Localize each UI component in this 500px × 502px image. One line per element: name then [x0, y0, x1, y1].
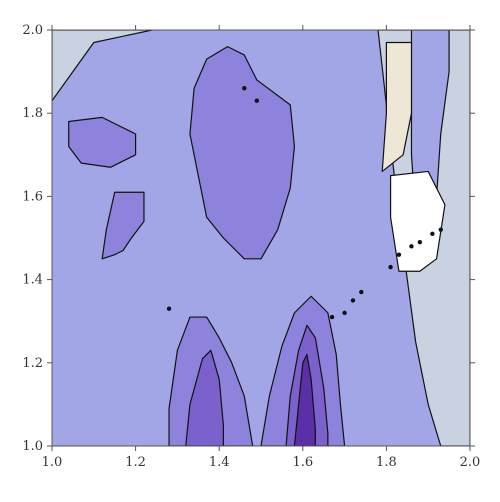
y-tick-label: 1.2: [22, 356, 43, 371]
contour-region-mid-level: [68, 116, 137, 168]
contour-speck: [350, 298, 356, 303]
contour-speck: [329, 314, 335, 320]
contour-region-darkest-level: [293, 353, 316, 446]
x-tick-label: 1.2: [125, 455, 146, 470]
x-tick-label: 1.4: [209, 455, 230, 470]
contour-speck: [342, 310, 347, 316]
contour-speck: [396, 252, 402, 257]
contour-speck: [359, 289, 364, 295]
contour-region-light-level: [52, 30, 153, 102]
contour-speck: [388, 264, 393, 270]
contour-speck: [254, 98, 260, 103]
contour-speck: [242, 86, 247, 91]
x-tick-label: 2.0: [460, 455, 481, 470]
contour-speck: [438, 227, 443, 232]
contour-region-mid-level: [101, 191, 145, 260]
y-tick-label: 1.8: [22, 106, 43, 121]
y-tick-label: 2.0: [22, 23, 43, 38]
contour-speck: [166, 306, 172, 311]
y-tick-label: 1.4: [22, 273, 43, 288]
x-tick-label: 1.0: [42, 455, 63, 470]
contour-region-beige-level: [381, 41, 413, 173]
contour-regions: [52, 30, 470, 446]
x-tick-label: 1.8: [376, 455, 397, 470]
contour-region-white-level: [389, 170, 446, 272]
contour-speck: [430, 231, 435, 237]
y-tick-label: 1.6: [22, 189, 43, 204]
contour-speck: [409, 244, 414, 249]
y-tick-label: 1.0: [22, 439, 43, 454]
plot-frame: [51, 29, 471, 447]
contour-speck: [417, 239, 423, 245]
contour-region-dark-level: [185, 349, 224, 446]
contour-region-mid-level: [189, 46, 296, 260]
x-tick-label: 1.6: [292, 455, 313, 470]
